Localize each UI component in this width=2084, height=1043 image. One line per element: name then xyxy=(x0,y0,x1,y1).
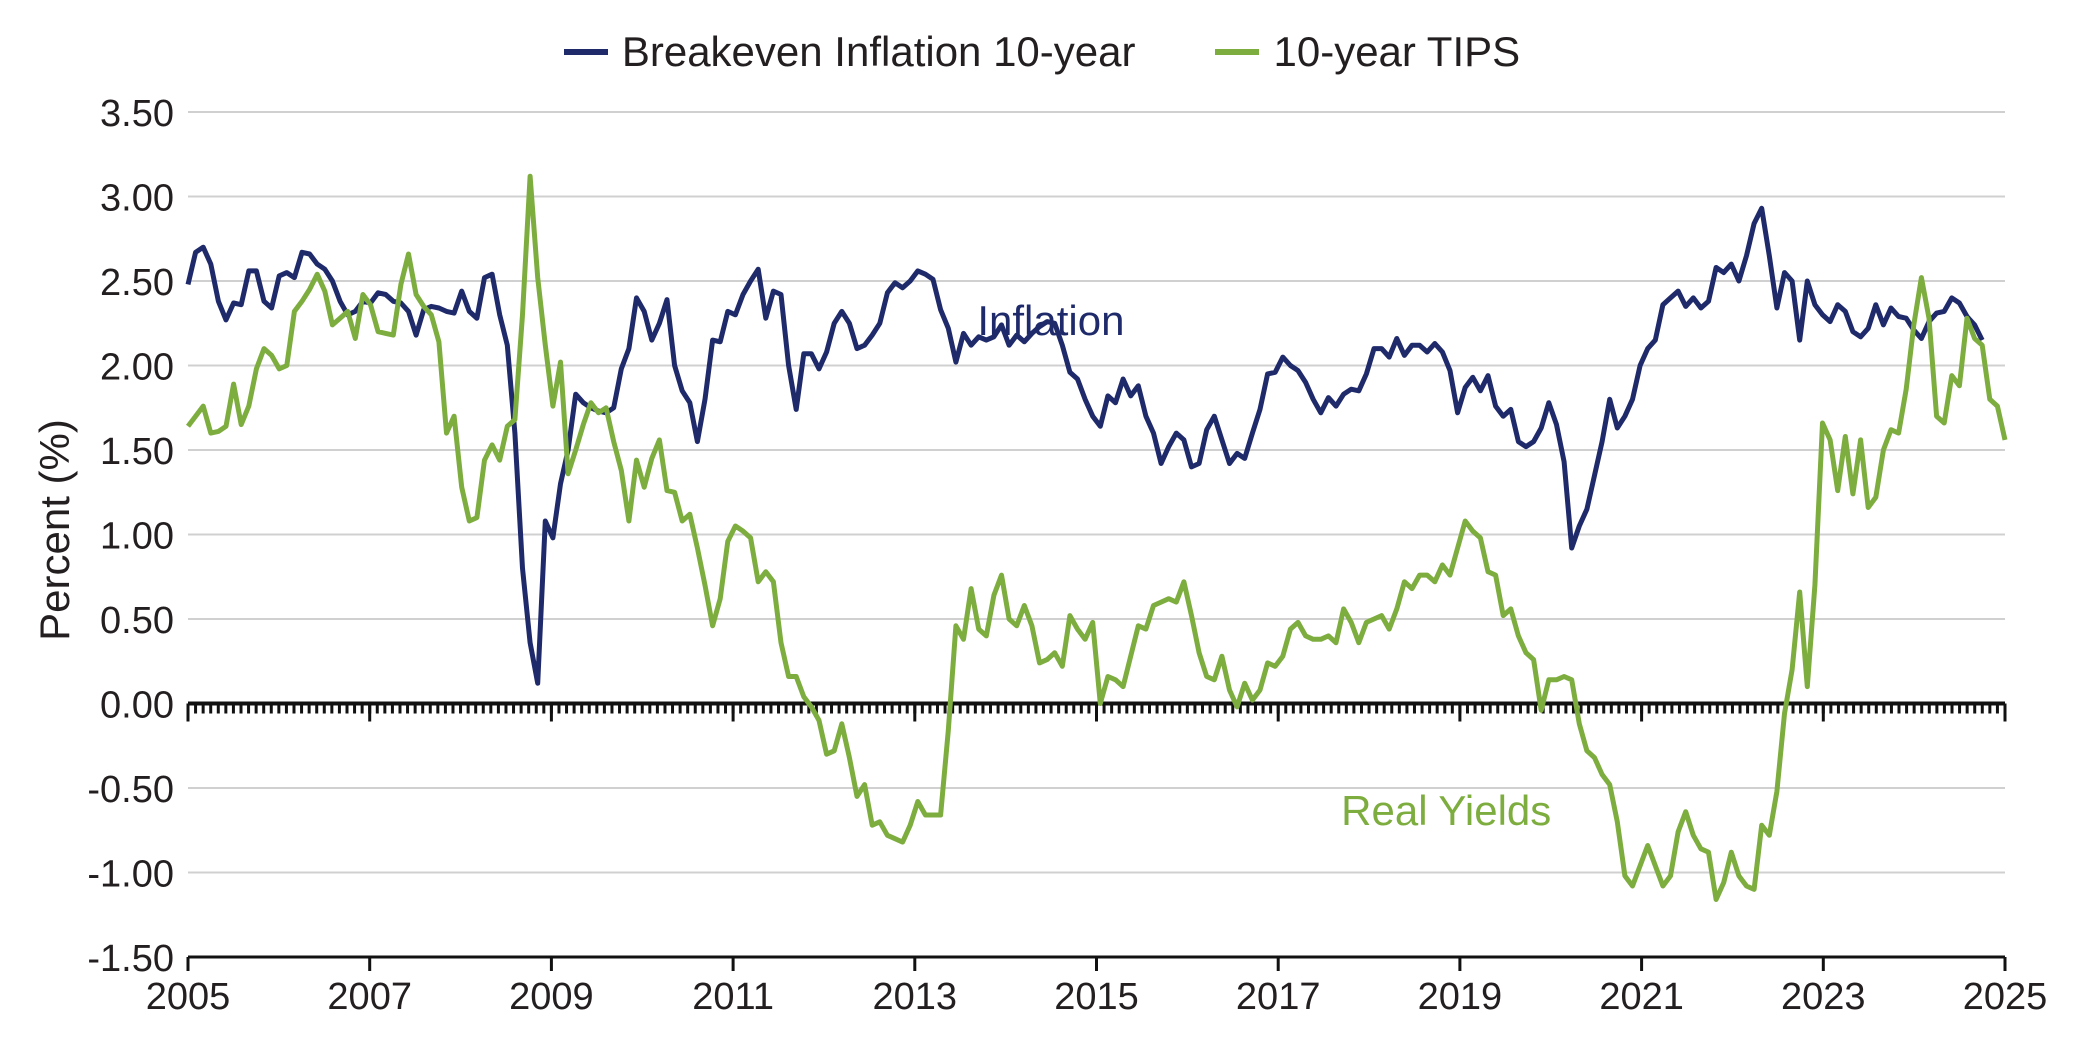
annotation-inflation: Inflation xyxy=(977,297,1124,344)
annotation-real-yields: Real Yields xyxy=(1341,787,1551,834)
x-tick-label-2005: 2005 xyxy=(146,976,231,1018)
x-tick-label-2023: 2023 xyxy=(1781,976,1866,1018)
y-tick-label-3.50: 3.50 xyxy=(100,93,174,135)
legend-label-breakeven: Breakeven Inflation 10-year xyxy=(621,28,1136,75)
x-tick-label-2025: 2025 xyxy=(1963,976,2048,1018)
y-tick-label--1.50: -1.50 xyxy=(87,938,174,980)
legend-item-tips: 10-year TIPS xyxy=(1215,28,1520,76)
legend-label-tips: 10-year TIPS xyxy=(1273,28,1521,75)
x-tick-label-2009: 2009 xyxy=(509,976,594,1018)
x-tick-label-2011: 2011 xyxy=(692,976,774,1018)
series-line-tips xyxy=(186,173,2008,902)
y-tick-label-2.00: 2.00 xyxy=(100,347,174,389)
y-tick-label--0.50: -0.50 xyxy=(87,769,174,811)
legend-swatch-tips xyxy=(1215,49,1260,55)
y-tick-label-3.00: 3.00 xyxy=(100,178,174,220)
y-tick-label-0.50: 0.50 xyxy=(100,600,174,642)
y-tick-label-0.00: 0.00 xyxy=(100,685,174,727)
x-tick-label-2021: 2021 xyxy=(1599,976,1684,1018)
y-tick-label--1.00: -1.00 xyxy=(87,854,174,896)
series-line-breakeven xyxy=(185,205,1985,686)
x-tick-label-2019: 2019 xyxy=(1418,976,1503,1018)
y-tick-label-1.50: 1.50 xyxy=(100,431,174,473)
x-tick-label-2015: 2015 xyxy=(1054,976,1139,1018)
legend-swatch-breakeven xyxy=(563,49,608,55)
y-tick-label-1.00: 1.00 xyxy=(100,516,174,558)
x-tick-label-2017: 2017 xyxy=(1236,976,1321,1018)
y-tick-label-2.50: 2.50 xyxy=(100,262,174,304)
x-tick-label-2013: 2013 xyxy=(873,976,958,1018)
legend-item-breakeven: Breakeven Inflation 10-year xyxy=(563,28,1136,76)
legend: Breakeven Inflation 10-year 10-year TIPS xyxy=(0,28,2084,76)
x-tick-label-2007: 2007 xyxy=(327,976,412,1018)
